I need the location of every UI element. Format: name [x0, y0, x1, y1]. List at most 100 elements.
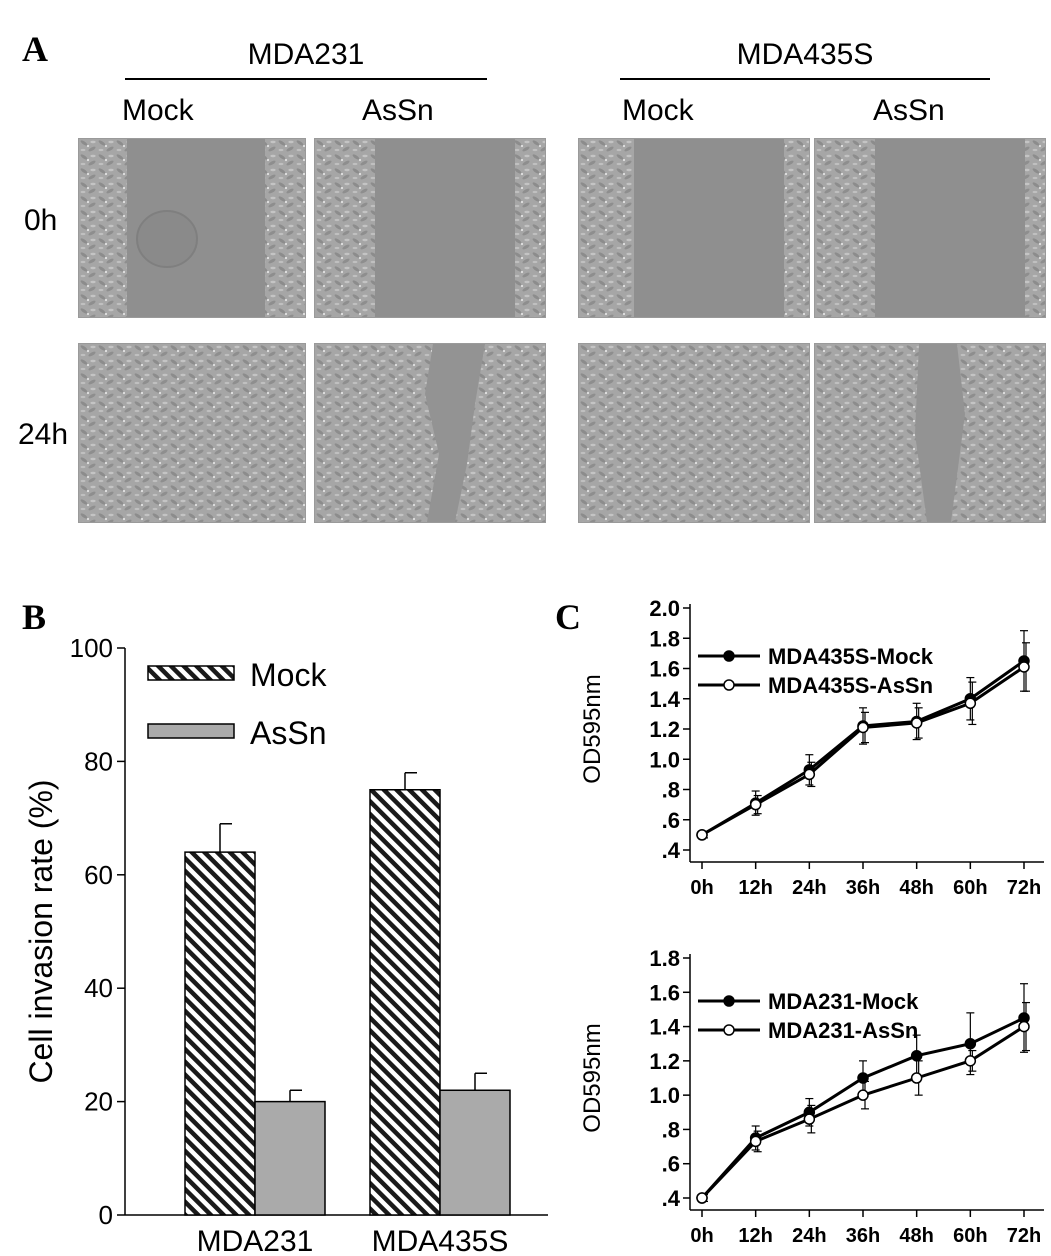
y-tick-label: .6	[662, 1152, 680, 1177]
y-tick-label: 1.2	[649, 717, 680, 742]
data-point	[910, 1049, 923, 1062]
condition-label-mock: Mock	[122, 94, 194, 127]
y-tick-label: 2.0	[649, 596, 680, 621]
timepoint-label-0h: 0h	[24, 204, 58, 237]
micrograph-mda231-mock-0h	[78, 138, 306, 318]
x-tick-label: 72h	[1007, 1225, 1041, 1247]
data-point	[749, 798, 762, 811]
legend-label: MDA435S-Mock	[768, 644, 934, 669]
invasion-bar-chart: 0 20 40 60 80 100 Cell invasion rate (%) MDA231…	[23, 633, 548, 1256]
data-point	[696, 829, 708, 841]
y-tick-label: 20	[84, 1087, 113, 1117]
panel-a-label: A	[22, 29, 48, 69]
micrograph-mda231-mock-24h	[78, 343, 306, 523]
timepoint-label-24h: 24h	[18, 418, 69, 451]
y-tick-label: 1.2	[649, 1049, 680, 1074]
condition-label-mock: Mock	[622, 94, 694, 127]
y-tick-label: .4	[662, 1186, 681, 1211]
y-axis-label: OD595nm	[579, 1023, 606, 1132]
x-tick-label: 36h	[846, 1225, 880, 1247]
x-tick-label: MDA231	[197, 1225, 314, 1256]
y-tick-label: 1.0	[649, 747, 680, 772]
y-tick-label: 80	[84, 746, 113, 776]
bar-mock	[184, 851, 256, 1216]
x-tick-label: 48h	[899, 1225, 933, 1247]
data-point	[910, 717, 923, 729]
x-tick-label: 0h	[690, 1225, 713, 1247]
x-tick-label: 12h	[738, 877, 772, 899]
legend-marker	[723, 679, 735, 691]
panel-b-label: B	[22, 597, 47, 637]
x-tick-label: 36h	[846, 877, 880, 899]
y-tick-label: 1.4	[649, 1015, 680, 1040]
y-tick-label: 1.6	[649, 657, 680, 682]
micrograph-mda435s-assn-24h	[814, 343, 1046, 523]
y-tick-label: 1.8	[649, 946, 680, 971]
x-tick-label: 12h	[738, 1225, 772, 1247]
legend-marker	[723, 1024, 735, 1036]
micrograph-mda231-assn-0h	[314, 138, 546, 318]
x-tick-label: 72h	[1007, 877, 1041, 899]
group-underline-mda435s	[620, 78, 990, 80]
bar-mock	[369, 789, 441, 1216]
series-line-mda231-assn	[700, 1025, 1025, 1200]
growth-chart-mda435s: .4 .6 .8 1.0 1.2 1.4 1.6 1.8 2.0 0h 12h 24h 36h 48h 60…	[579, 596, 1044, 899]
panel-c-label: C	[555, 597, 581, 637]
x-tick-label: 60h	[953, 1225, 987, 1247]
legend-label: Mock	[250, 657, 327, 693]
data-point	[1018, 661, 1030, 673]
x-tick-label: 48h	[899, 877, 933, 899]
group-label-mda231: MDA231	[247, 38, 365, 71]
y-tick-label: .4	[662, 838, 681, 863]
y-tick-label: 100	[70, 633, 113, 663]
x-tick-label: 60h	[953, 877, 987, 899]
y-axis-label: OD595nm	[579, 674, 606, 783]
data-point	[803, 768, 816, 781]
growth-chart-mda231: .4 .6 .8 1.0 1.2 1.4 1.6 1.8 0h 12h 24h 36h 48h 60h 72…	[579, 946, 1044, 1247]
group-underline-mda231	[125, 78, 487, 80]
data-point	[964, 1037, 977, 1050]
y-tick-label: .8	[662, 778, 680, 803]
legend-swatch	[147, 665, 235, 681]
legend-marker	[723, 650, 735, 662]
micrograph-mda231-assn-24h	[314, 343, 546, 523]
y-tick-label: 0	[99, 1200, 113, 1230]
y-tick-label: 1.4	[649, 687, 680, 712]
data-point	[857, 1089, 869, 1101]
y-tick-label: 1.8	[649, 626, 680, 651]
data-point	[1018, 1020, 1030, 1033]
y-tick-label: 1.0	[649, 1083, 680, 1108]
data-point	[857, 721, 869, 734]
bar-assn	[439, 1089, 511, 1216]
y-axis-label: Cell invasion rate (%)	[23, 779, 59, 1083]
data-point	[964, 1055, 977, 1067]
legend-swatch	[147, 723, 235, 739]
group-label-mda435s: MDA435S	[736, 38, 874, 71]
data-point	[857, 1072, 869, 1084]
data-point	[964, 697, 977, 710]
legend-marker	[723, 995, 735, 1007]
micrograph-mda435s-mock-24h	[578, 343, 810, 523]
legend-label: MDA231-Mock	[768, 989, 919, 1014]
y-tick-label: 1.6	[649, 980, 680, 1005]
condition-label-assn: AsSn	[362, 94, 434, 127]
y-tick-label: .6	[662, 808, 680, 833]
condition-label-assn: AsSn	[873, 94, 945, 127]
data-point	[749, 1135, 762, 1148]
x-tick-label: 0h	[690, 877, 713, 899]
micrograph-mda435s-assn-0h	[814, 138, 1046, 318]
x-tick-label: 24h	[792, 1225, 826, 1247]
legend-label: MDA231-AsSn	[768, 1018, 918, 1043]
x-tick-label: MDA435S	[372, 1225, 509, 1256]
micrograph-mda435s-mock-0h	[578, 138, 810, 318]
legend-label: MDA435S-AsSn	[768, 673, 933, 698]
bar-assn	[254, 1100, 326, 1216]
y-tick-label: 60	[84, 860, 113, 890]
x-tick-label: 24h	[792, 877, 826, 899]
data-point	[910, 1072, 923, 1084]
y-tick-label: .8	[662, 1117, 680, 1142]
data-point	[803, 1113, 816, 1125]
data-point	[696, 1192, 708, 1204]
y-tick-label: 40	[84, 973, 113, 1003]
legend-label: AsSn	[250, 715, 326, 751]
